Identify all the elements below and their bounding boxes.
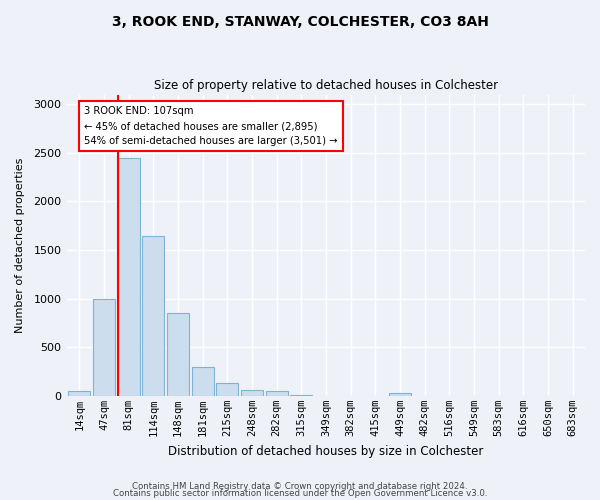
Bar bbox=[389, 393, 411, 396]
Bar bbox=[290, 395, 313, 396]
Bar bbox=[68, 391, 91, 396]
Text: Contains public sector information licensed under the Open Government Licence v3: Contains public sector information licen… bbox=[113, 490, 487, 498]
Text: 3, ROOK END, STANWAY, COLCHESTER, CO3 8AH: 3, ROOK END, STANWAY, COLCHESTER, CO3 8A… bbox=[112, 15, 488, 29]
X-axis label: Distribution of detached houses by size in Colchester: Distribution of detached houses by size … bbox=[169, 444, 484, 458]
Text: Contains HM Land Registry data © Crown copyright and database right 2024.: Contains HM Land Registry data © Crown c… bbox=[132, 482, 468, 491]
Text: 3 ROOK END: 107sqm
← 45% of detached houses are smaller (2,895)
54% of semi-deta: 3 ROOK END: 107sqm ← 45% of detached hou… bbox=[84, 106, 338, 146]
Bar bbox=[216, 384, 238, 396]
Bar bbox=[266, 391, 288, 396]
Bar bbox=[142, 236, 164, 396]
Bar bbox=[118, 158, 140, 396]
Bar bbox=[93, 298, 115, 396]
Title: Size of property relative to detached houses in Colchester: Size of property relative to detached ho… bbox=[154, 79, 498, 92]
Bar bbox=[241, 390, 263, 396]
Bar bbox=[191, 366, 214, 396]
Y-axis label: Number of detached properties: Number of detached properties bbox=[15, 158, 25, 333]
Bar bbox=[167, 314, 189, 396]
